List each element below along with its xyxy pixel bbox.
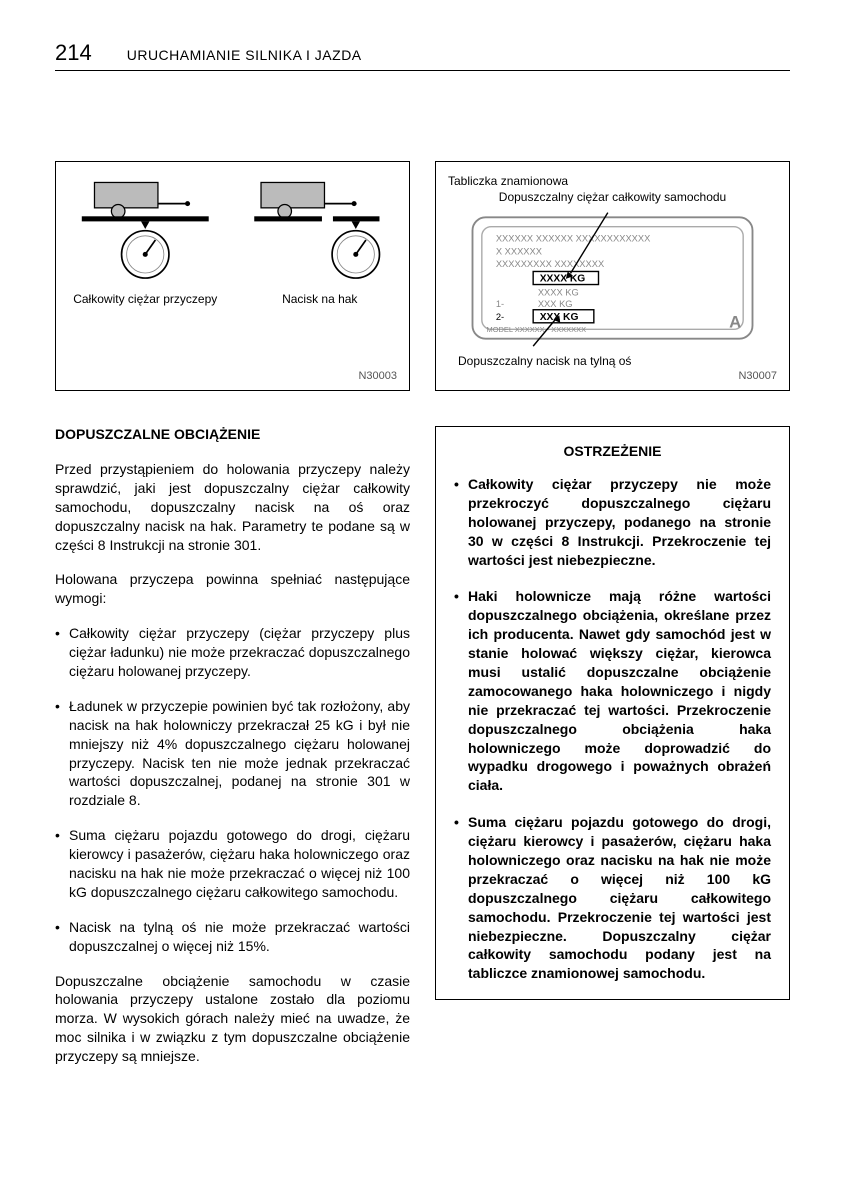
section-heading: DOPUSZCZALNE OBCIĄŻENIE: [55, 426, 410, 442]
figure-code-left: N30003: [358, 370, 397, 382]
nameplate-label-top: Tabliczka znamionowa: [448, 174, 777, 188]
svg-text:X XXXXXX: X XXXXXX: [496, 247, 543, 257]
nameplate-label-bottom: Dopuszczalny nacisk na tylną oś: [458, 354, 777, 368]
warning-box: OSTRZEŻENIE Całkowity ciężar przyczepy n…: [435, 426, 790, 1000]
figure-code-right: N30007: [738, 370, 777, 382]
trailer-diagram-total-weight: Całkowity ciężar przyczepy: [68, 174, 223, 378]
trailer-diagram-hook-load: Nacisk na hak: [243, 174, 398, 378]
para1: Przed przystąpieniem do holowania przycz…: [55, 460, 410, 554]
trailer-diagrams: Całkowity ciężar przyczepy: [68, 174, 397, 378]
svg-text:2-: 2-: [496, 312, 504, 322]
svg-text:XXXXXXXXX XXXXXXXX: XXXXXXXXX XXXXXXXX: [496, 259, 605, 269]
list-item: Suma ciężaru pojazdu gotowego do drogi, …: [55, 826, 410, 902]
header-title: URUCHAMIANIE SILNIKA I JAZDA: [127, 47, 362, 63]
label-total-weight: Całkowity ciężar przyczepy: [73, 292, 217, 306]
svg-text:MODEL XXXXXX - XXXXXXX: MODEL XXXXXX - XXXXXXX: [487, 325, 587, 334]
list-item: Nacisk na tylną oś nie może przekraczać …: [55, 918, 410, 956]
page: 214 URUCHAMIANIE SILNIKA I JAZDA: [0, 0, 845, 1132]
svg-text:XXXX KG: XXXX KG: [540, 274, 586, 285]
list-item: Całkowity ciężar przyczepy nie może prze…: [454, 475, 771, 569]
list-item: Haki holownicze mają różne wartości dopu…: [454, 587, 771, 795]
para3: Dopuszczalne obciążenie samochodu w czas…: [55, 972, 410, 1066]
figures-row: Całkowity ciężar przyczepy: [55, 161, 790, 391]
svg-text:A: A: [729, 312, 741, 331]
figure-left: Całkowity ciężar przyczepy: [55, 161, 410, 391]
svg-text:XXX KG: XXX KG: [538, 299, 573, 309]
page-number: 214: [55, 40, 92, 66]
list-item: Całkowity ciężar przyczepy (ciężar przyc…: [55, 624, 410, 681]
label-hook-load: Nacisk na hak: [282, 292, 357, 306]
page-header: 214 URUCHAMIANIE SILNIKA I JAZDA: [55, 40, 790, 71]
nameplate-label-sub: Dopuszczalny ciężar całkowity samochodu: [448, 190, 777, 204]
warning-list: Całkowity ciężar przyczepy nie może prze…: [454, 475, 771, 983]
svg-text:XXXX KG: XXXX KG: [538, 288, 579, 298]
trailer-total-weight-icon: [68, 174, 223, 284]
nameplate-icon: XXXXXX XXXXXX XXXXXXXXXXXX X XXXXXX XXXX…: [448, 208, 777, 348]
svg-text:XXXXXX XXXXXX XXXXXXXXXXXX: XXXXXX XXXXXX XXXXXXXXXXXX: [496, 234, 651, 244]
para2: Holowana przyczepa powinna spełniać nast…: [55, 570, 410, 608]
left-column: DOPUSZCZALNE OBCIĄŻENIE Przed przystąpie…: [55, 426, 410, 1082]
list-item: Ładunek w przyczepie powinien być tak ro…: [55, 697, 410, 810]
content-columns: DOPUSZCZALNE OBCIĄŻENIE Przed przystąpie…: [55, 426, 790, 1082]
list-item: Suma ciężaru pojazdu gotowego do drogi, …: [454, 813, 771, 983]
requirements-list: Całkowity ciężar przyczepy (ciężar przyc…: [55, 624, 410, 955]
warning-title: OSTRZEŻENIE: [454, 443, 771, 459]
right-column: OSTRZEŻENIE Całkowity ciężar przyczepy n…: [435, 426, 790, 1082]
figure-right: Tabliczka znamionowa Dopuszczalny ciężar…: [435, 161, 790, 391]
svg-text:1-: 1-: [496, 299, 504, 309]
trailer-hook-load-icon: [243, 174, 398, 284]
